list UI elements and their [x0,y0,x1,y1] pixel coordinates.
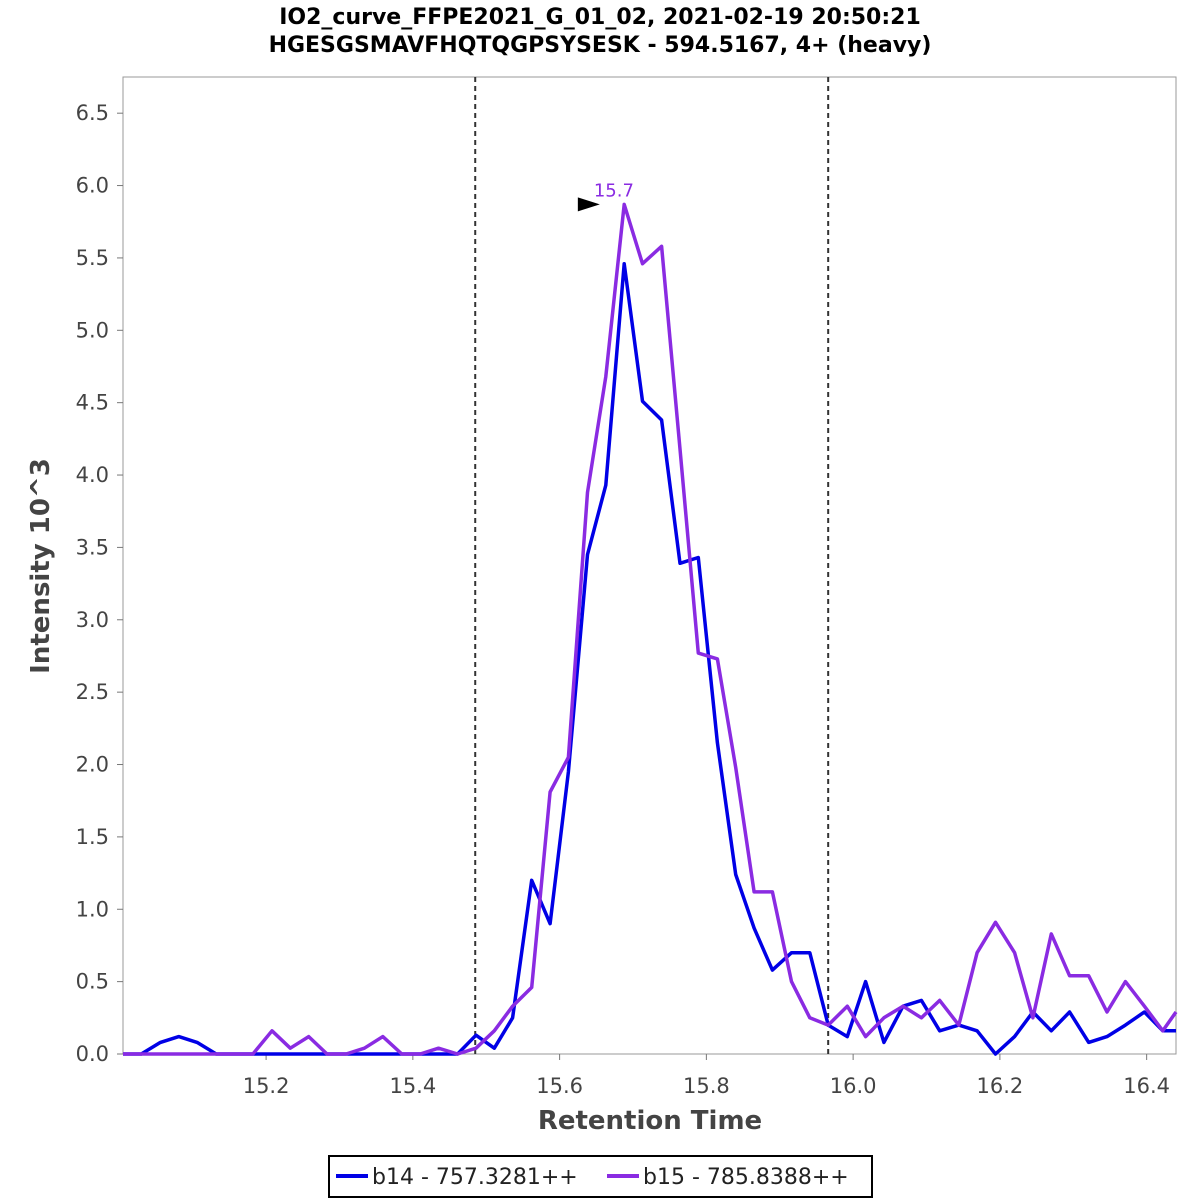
peak-label: 15.7 [594,180,634,201]
peak-marker-arrow [577,197,600,212]
plot-area [122,76,1177,1055]
x-tick-label: 15.4 [389,1074,436,1098]
y-tick-label: 3.0 [76,608,109,632]
peak-boundaries [474,77,830,1054]
y-tick-label: 0.0 [76,1042,109,1066]
y-tick-label: 5.0 [76,318,109,342]
x-axis: 15.2 15.4 15.6 15.8 16.0 16.2 16.4 [243,1054,1170,1098]
legend: b14 - 757.3281++ b15 - 785.8388++ [328,1155,873,1198]
y-tick-label: 1.0 [76,897,109,921]
y-tick-label: 2.0 [76,753,109,777]
peak-annotation: 15.7 [577,180,634,212]
x-tick-label: 16.4 [1123,1074,1170,1098]
legend-box [328,1155,873,1198]
x-tick-label: 15.8 [683,1074,730,1098]
chart-title: IO2_curve_FFPE2021_G_01_02, 2021-02-19 2… [279,5,921,30]
series-line-b15 [123,202,1178,1056]
y-tick-label: 6.0 [76,174,109,198]
y-tick-label: 3.5 [76,535,109,559]
x-tick-label: 16.0 [830,1074,877,1098]
y-axis-label: Intensity 10^3 [26,458,56,674]
y-tick-label: 4.0 [76,463,109,487]
x-tick-label: 15.2 [243,1074,290,1098]
y-tick-label: 4.5 [76,391,109,415]
x-tick-label: 16.2 [977,1074,1024,1098]
series-lines [123,202,1178,1056]
y-tick-label: 1.5 [76,825,109,849]
y-axis: 0.0 0.5 1.0 1.5 2.0 2.5 3.0 3.5 4.0 4.5 5.0 5.5 6.0 6… [76,101,123,1066]
y-tick-label: 5.5 [76,246,109,270]
y-tick-label: 6.5 [76,101,109,125]
chart-subtitle: HGESGSMAVFHQTQGPSYSESK - 594.5167, 4+ (h… [269,33,932,58]
series-line-b14 [123,261,1176,1056]
legend-label-b14: b14 - 757.3281++ [372,1165,578,1190]
y-tick-label: 2.5 [76,680,109,704]
x-axis-label: Retention Time [538,1106,762,1136]
legend-label-b15: b15 - 785.8388++ [643,1165,849,1190]
x-tick-label: 15.6 [536,1074,583,1098]
y-tick-label: 0.5 [76,970,109,994]
